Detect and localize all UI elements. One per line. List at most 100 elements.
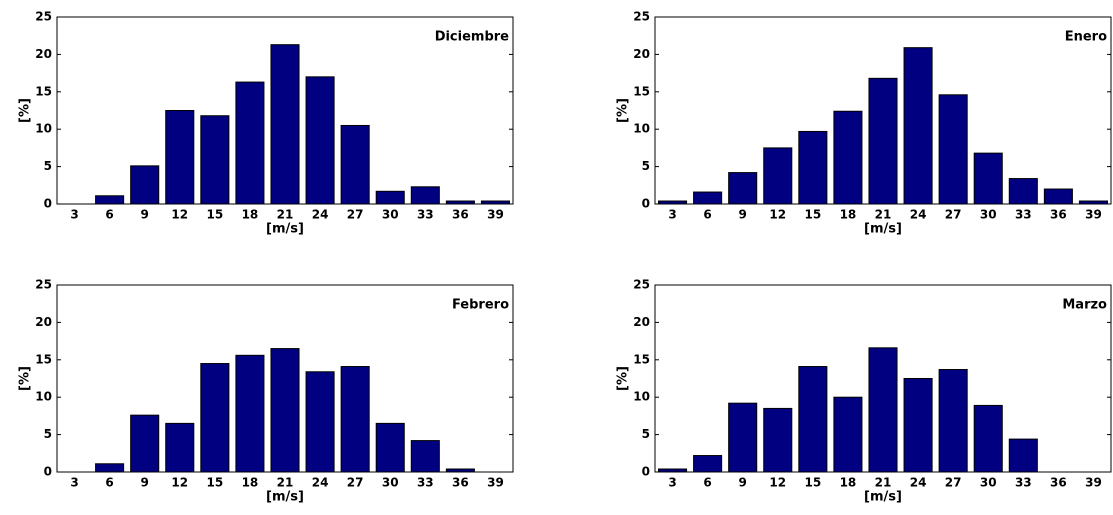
x-tick-label: 21	[875, 208, 892, 222]
bar	[798, 366, 828, 473]
y-axis-label: [%]	[18, 98, 33, 123]
plot-frame	[654, 16, 1112, 205]
y-tick-label: 25	[633, 278, 650, 292]
y-tick-label: 10	[633, 390, 650, 404]
bar	[903, 47, 933, 205]
y-tick-label: 10	[35, 122, 52, 136]
x-tick-label: 9	[739, 208, 747, 222]
x-tick-label: 21	[875, 476, 892, 490]
y-tick-label: 15	[35, 84, 52, 98]
y-tick-label: 20	[35, 315, 52, 329]
bar	[1008, 178, 1038, 205]
x-tick-label: 21	[277, 208, 294, 222]
y-tick-label: 5	[44, 427, 52, 441]
y-axis-label: [%]	[616, 98, 631, 123]
x-tick-label: 6	[105, 208, 113, 222]
bar	[1008, 438, 1038, 473]
x-tick-label: 33	[417, 208, 434, 222]
bar	[728, 402, 758, 473]
x-tick-label: 9	[141, 208, 149, 222]
bar	[410, 186, 440, 205]
y-tick-label: 10	[633, 122, 650, 136]
bar	[693, 455, 723, 473]
bar	[305, 371, 335, 473]
bar	[973, 404, 1003, 473]
x-tick-label: 15	[804, 476, 821, 490]
chart-title: Febrero	[452, 298, 509, 313]
x-tick-label: 36	[452, 208, 469, 222]
y-tick-label: 0	[642, 197, 650, 211]
y-tick-label: 20	[633, 315, 650, 329]
x-tick-label: 33	[1015, 476, 1032, 490]
bar	[165, 422, 195, 473]
bar	[340, 366, 370, 473]
chart-title: Diciembre	[435, 30, 509, 45]
x-tick-label: 39	[487, 208, 504, 222]
bar	[973, 152, 1003, 205]
x-tick-label: 39	[487, 476, 504, 490]
x-tick-label: 36	[452, 476, 469, 490]
bar	[270, 44, 300, 205]
bar	[235, 81, 265, 205]
x-axis-label: [m/s]	[864, 222, 902, 237]
x-tick-label: 3	[70, 208, 78, 222]
x-axis-label: [m/s]	[266, 222, 304, 237]
plot-frame	[654, 284, 1112, 473]
x-tick-label: 15	[206, 208, 223, 222]
x-tick-label: 24	[312, 208, 329, 222]
bar	[833, 396, 863, 473]
chart-title: Marzo	[1062, 298, 1107, 313]
x-tick-label: 24	[910, 476, 927, 490]
bar	[938, 369, 968, 473]
x-axis-label: [m/s]	[266, 490, 304, 505]
plot-frame	[56, 16, 514, 205]
x-tick-label: 18	[840, 208, 857, 222]
bar	[903, 378, 933, 473]
x-tick-label: 30	[980, 476, 997, 490]
x-tick-label: 3	[668, 476, 676, 490]
x-tick-label: 3	[668, 208, 676, 222]
y-tick-label: 5	[44, 159, 52, 173]
x-tick-label: 12	[769, 208, 786, 222]
y-tick-label: 10	[35, 390, 52, 404]
y-tick-label: 25	[35, 10, 52, 24]
x-tick-label: 12	[171, 208, 188, 222]
x-tick-label: 9	[141, 476, 149, 490]
x-tick-label: 18	[242, 208, 259, 222]
bar	[270, 348, 300, 473]
x-tick-label: 3	[70, 476, 78, 490]
x-tick-label: 27	[347, 208, 364, 222]
y-tick-label: 15	[35, 352, 52, 366]
x-tick-label: 6	[105, 476, 113, 490]
bar	[340, 124, 370, 205]
x-tick-label: 30	[980, 208, 997, 222]
x-tick-label: 27	[945, 476, 962, 490]
x-tick-label: 12	[171, 476, 188, 490]
bar	[868, 77, 898, 205]
bar	[763, 407, 793, 473]
x-tick-label: 24	[910, 208, 927, 222]
x-tick-label: 39	[1085, 476, 1102, 490]
bar	[95, 463, 125, 473]
x-tick-label: 30	[382, 476, 399, 490]
bar	[833, 110, 863, 205]
plot-frame	[56, 284, 514, 473]
x-tick-label: 36	[1050, 476, 1067, 490]
bar	[1043, 188, 1073, 205]
y-tick-label: 20	[35, 47, 52, 61]
bar	[305, 76, 335, 205]
x-tick-label: 18	[242, 476, 259, 490]
chart-title: Enero	[1065, 30, 1107, 45]
x-tick-label: 18	[840, 476, 857, 490]
x-tick-label: 15	[206, 476, 223, 490]
x-tick-label: 24	[312, 476, 329, 490]
bar	[375, 422, 405, 473]
bar	[200, 115, 230, 205]
x-tick-label: 33	[1015, 208, 1032, 222]
y-tick-label: 0	[44, 465, 52, 479]
bar	[95, 195, 125, 205]
x-tick-label: 30	[382, 208, 399, 222]
bar	[130, 165, 160, 205]
x-tick-label: 21	[277, 476, 294, 490]
